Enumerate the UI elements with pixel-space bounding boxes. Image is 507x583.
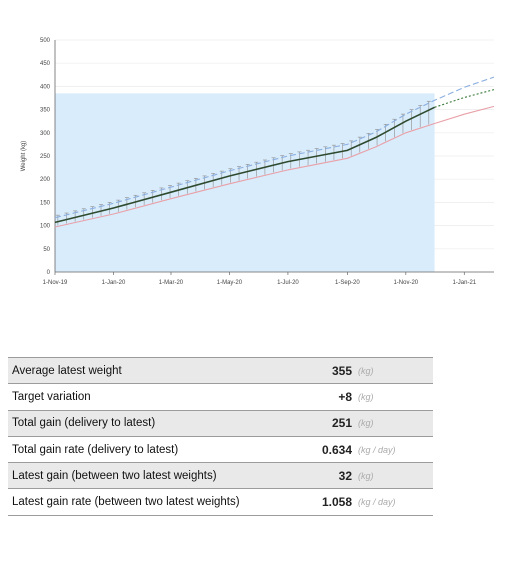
stat-label: Total gain rate (delivery to latest) (8, 435, 288, 463)
stat-value: 355 (288, 356, 354, 384)
stat-unit: (kg) (354, 356, 433, 384)
stat-row: Total gain (delivery to latest) 251 (kg) (8, 409, 433, 437)
x-tick-label: 1-Nov-19 (43, 280, 68, 286)
stats-table: Average latest weight 355 (kg) Target va… (8, 356, 433, 516)
x-tick-label: 1-Jan-21 (452, 280, 476, 286)
x-tick-label: 1-Sep-20 (335, 280, 360, 286)
series-line-solid (54, 106, 435, 224)
stat-unit: (kg) (354, 383, 433, 411)
stat-unit: (kg) (354, 462, 433, 489)
y-tick-label: 400 (40, 84, 51, 90)
stat-value: 0.634 (288, 435, 354, 463)
stat-label: Latest gain rate (between two latest wei… (8, 488, 288, 516)
weight-chart: 0 50 100 150 200 250 300 350 400 450 500 Weight (kg… (21, 38, 495, 286)
y-tick-label: 50 (43, 247, 50, 253)
stat-row: Average latest weight 355 (kg) (8, 356, 433, 384)
stat-unit: (kg / day) (354, 435, 433, 463)
y-tick-label: 350 (40, 108, 51, 114)
stat-unit: (kg) (354, 409, 433, 437)
shaded-region (55, 93, 435, 272)
x-tick-label: 1-Jul-20 (277, 280, 299, 286)
y-tick-label: 300 (40, 131, 51, 137)
stat-value: +8 (288, 383, 354, 411)
stat-label: Target variation (8, 383, 288, 411)
stat-label: Total gain (delivery to latest) (8, 409, 288, 437)
stat-label: Latest gain (between two latest weights) (8, 462, 288, 489)
x-tick-label: 1-May-20 (217, 280, 243, 286)
x-tick-label: 1-Jan-20 (102, 280, 126, 286)
stat-value: 1.058 (288, 488, 354, 516)
y-axis-title: Weight (kg) (21, 141, 27, 172)
stat-row: Target variation +8 (kg) (8, 383, 433, 411)
stat-row: Total gain rate (delivery to latest) 0.6… (8, 435, 433, 463)
series-line-dashed (54, 76, 495, 219)
stat-value: 32 (288, 462, 354, 489)
series-line-dotted (434, 89, 495, 108)
stat-row: Latest gain rate (between two latest wei… (8, 488, 433, 516)
y-tick-label: 150 (40, 200, 51, 206)
x-tick-label: 1-Mar-20 (159, 280, 184, 286)
y-tick-label: 200 (40, 177, 51, 183)
series-line-solid (54, 105, 495, 228)
stat-unit: (kg / day) (354, 488, 433, 516)
stat-label: Average latest weight (8, 356, 288, 384)
y-tick-label: 450 (40, 61, 51, 67)
stat-row: Latest gain (between two latest weights)… (8, 462, 433, 489)
x-tick-label: 1-Nov-20 (393, 280, 418, 286)
y-tick-label: 100 (40, 224, 51, 230)
stat-value: 251 (288, 409, 354, 437)
y-tick-label: 0 (47, 270, 51, 276)
y-tick-label: 250 (40, 154, 51, 160)
y-tick-label: 500 (40, 38, 51, 44)
